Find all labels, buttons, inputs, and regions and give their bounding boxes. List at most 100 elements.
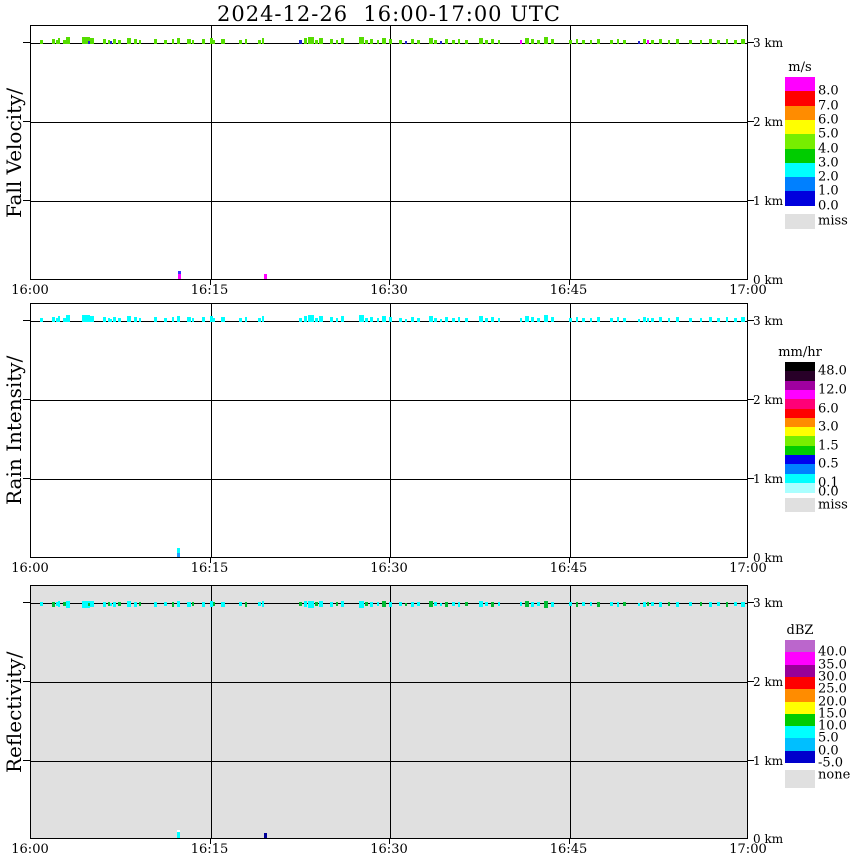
echo-speck <box>239 40 242 44</box>
echo-speck <box>56 318 58 322</box>
time-gridline <box>390 26 391 279</box>
echo-speck <box>643 39 646 44</box>
echo-speck <box>440 603 442 606</box>
echo-speck <box>726 602 728 607</box>
colorbar-value-label: 0.1 <box>818 475 839 491</box>
echo-speck <box>40 602 43 606</box>
echo-speck <box>498 318 500 322</box>
colorbar-value-label: 30.0 <box>818 669 847 685</box>
echo-speck <box>359 315 364 322</box>
x-tick-label: 16:45 <box>549 842 588 857</box>
echo-speck <box>734 40 737 44</box>
time-gridline <box>570 26 571 279</box>
echo-speck <box>676 317 679 322</box>
echo-speck <box>525 38 529 44</box>
echo-speck <box>113 39 116 44</box>
rain-intensity-axis-label: Rain Intensity/ <box>2 355 26 506</box>
echo-speck <box>399 602 402 606</box>
echo-speck <box>127 601 131 607</box>
height-gridline <box>31 122 747 123</box>
height-gridline <box>31 479 747 480</box>
colorbar-value-label: 0.0 <box>818 743 839 759</box>
echo-speck <box>531 39 534 44</box>
colorbar-block <box>785 473 815 484</box>
echo-speck <box>582 40 585 44</box>
x-tick-label: 16:00 <box>11 561 49 576</box>
colorbar-block <box>785 482 815 493</box>
echo-speck <box>417 602 420 606</box>
echo-speck <box>537 318 540 322</box>
echo-speck <box>544 37 548 44</box>
colorbar-block <box>785 191 815 207</box>
echo-speck <box>359 601 364 608</box>
echo-speck <box>700 40 702 44</box>
left-tick <box>23 121 30 122</box>
echo-speck <box>187 602 191 607</box>
colorbar-block <box>785 389 815 400</box>
echo-speck <box>377 40 379 44</box>
echo-speck <box>63 318 66 322</box>
right-tick <box>748 760 754 761</box>
echo-speck <box>192 40 194 44</box>
echo-speck <box>245 317 247 322</box>
echo-speck <box>610 318 613 322</box>
echo-speck <box>164 40 167 44</box>
left-tick <box>23 200 30 201</box>
echo-speck <box>429 601 433 607</box>
echo-speck <box>192 602 194 606</box>
colorbar-block <box>785 676 815 690</box>
echo-speck <box>139 318 141 322</box>
echo-speck <box>531 602 534 607</box>
fall-velocity-x-axis-labels: 16:00 16:15 16:30 16:45 17:00 <box>11 283 766 299</box>
echo-speck <box>485 40 488 44</box>
echo-speck <box>258 602 261 606</box>
echo-speck <box>445 39 448 44</box>
echo-speck <box>56 40 58 44</box>
echo-speck <box>647 318 649 322</box>
echo-speck <box>610 602 613 606</box>
x-tick-label: 17:00 <box>729 283 767 298</box>
echo-speck <box>382 38 386 44</box>
echo-speck <box>659 39 662 44</box>
colorbar-miss-block <box>785 498 815 513</box>
echo-speck <box>172 317 174 322</box>
x-tick-label: 16:45 <box>549 561 588 576</box>
time-gridline <box>570 304 571 557</box>
colorbar-miss-block <box>785 213 815 229</box>
echo-speck <box>465 602 468 606</box>
right-tick <box>748 121 754 122</box>
x-tick-label: 16:00 <box>11 283 49 298</box>
echo-speck <box>341 601 344 607</box>
echo-speck <box>597 317 600 322</box>
height-gridline <box>31 761 747 762</box>
echo-speck <box>520 40 522 44</box>
echo-speck <box>551 602 554 607</box>
echo-speck <box>458 602 460 607</box>
echo-speck <box>262 316 264 322</box>
echo-speck <box>717 40 720 44</box>
right-tick <box>748 42 754 43</box>
echo-speck <box>110 603 112 606</box>
height-gridline <box>31 201 747 202</box>
echo-speck <box>458 39 460 44</box>
echo-speck <box>134 317 137 322</box>
echo-speck <box>709 317 712 322</box>
colorbar-block <box>785 148 815 164</box>
colorbar-value-label: 10.0 <box>818 718 847 734</box>
echo-speck <box>389 602 392 607</box>
echo-speck <box>726 317 728 322</box>
left-tick <box>23 42 30 43</box>
echo-speck <box>308 37 314 44</box>
x-tick-label: 16:30 <box>370 283 408 298</box>
echo-speck <box>741 39 745 44</box>
echo-speck <box>118 40 121 44</box>
colorbar-value-label: 40.0 <box>818 644 847 660</box>
colorbar-value-label: 6.0 <box>818 401 839 416</box>
echo-speck <box>113 602 116 607</box>
echo-speck <box>445 602 448 607</box>
colorbar-block <box>785 701 815 715</box>
echo-speck <box>239 318 242 322</box>
echo-speck <box>551 317 554 322</box>
colorbar-block <box>785 664 815 678</box>
echo-speck <box>638 319 640 322</box>
